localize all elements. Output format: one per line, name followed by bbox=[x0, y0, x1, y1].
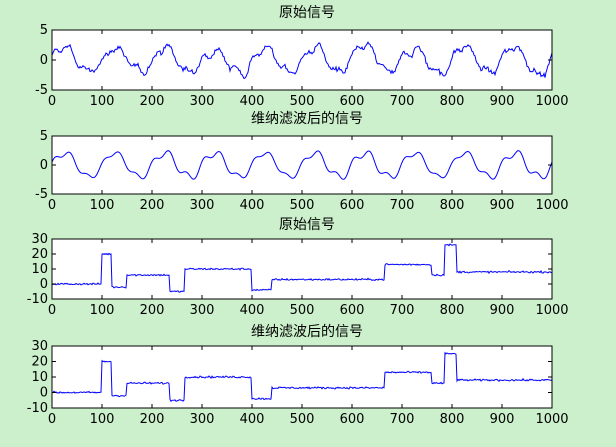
x-tick-label: 700 bbox=[390, 412, 415, 427]
x-tick-label: 800 bbox=[440, 412, 465, 427]
y-tick-label: -5 bbox=[35, 83, 48, 98]
y-tick-label: 20 bbox=[31, 355, 48, 370]
x-tick-label: 1000 bbox=[535, 94, 568, 109]
x-tick-label: 0 bbox=[48, 198, 56, 213]
y-tick-label: 0 bbox=[40, 158, 48, 173]
series-line bbox=[51, 150, 553, 180]
x-tick-label: 900 bbox=[490, 94, 515, 109]
plot-area bbox=[51, 345, 553, 409]
x-tick-label: 800 bbox=[440, 94, 465, 109]
x-tick-label: 600 bbox=[340, 94, 365, 109]
x-tick-label: 200 bbox=[140, 412, 165, 427]
x-tick-label: 800 bbox=[440, 303, 465, 318]
series-line bbox=[51, 351, 553, 403]
chart-panel-3: 原始信号 0 100 200 300 400 500 600 700 800 900 1000-10… bbox=[27, 217, 569, 318]
plot-area bbox=[51, 135, 553, 195]
x-tick-label: 200 bbox=[140, 94, 165, 109]
chart-title: 原始信号 bbox=[279, 5, 335, 21]
chart-title: 原始信号 bbox=[279, 217, 335, 233]
x-tick-label: 200 bbox=[140, 198, 165, 213]
y-tick-label: 30 bbox=[31, 232, 48, 247]
y-tick-label: 0 bbox=[40, 277, 48, 292]
x-tick-label: 400 bbox=[240, 94, 265, 109]
x-tick-label: 0 bbox=[48, 412, 56, 427]
x-tick-label: 100 bbox=[90, 303, 115, 318]
x-tick-label: 500 bbox=[290, 198, 315, 213]
y-tick-label: 0 bbox=[40, 53, 48, 68]
series-line bbox=[52, 243, 553, 293]
x-tick-label: 500 bbox=[290, 303, 315, 318]
x-tick-label: 1000 bbox=[535, 198, 568, 213]
x-tick-label: 900 bbox=[490, 198, 515, 213]
x-tick-label: 100 bbox=[90, 412, 115, 427]
plot-frame bbox=[51, 135, 553, 195]
x-tick-label: 300 bbox=[190, 303, 215, 318]
x-tick-label: 100 bbox=[90, 94, 115, 109]
series-line bbox=[51, 41, 553, 80]
x-tick-label: 400 bbox=[240, 303, 265, 318]
y-tick-label: 30 bbox=[31, 339, 48, 354]
x-tick-label: 900 bbox=[490, 412, 515, 427]
x-tick-label: 1000 bbox=[535, 412, 568, 427]
plot-frame bbox=[51, 29, 553, 91]
plot-area bbox=[51, 29, 553, 91]
x-tick-label: 600 bbox=[340, 198, 365, 213]
chart-panel-4: 维纳滤波后的信号 0 100 200 300 400 500 600 700 800 900 100… bbox=[27, 324, 569, 427]
x-tick-label: 900 bbox=[490, 303, 515, 318]
y-tick-label: 10 bbox=[31, 262, 48, 277]
x-tick-label: 200 bbox=[140, 303, 165, 318]
plot-frame bbox=[51, 345, 553, 409]
x-tick-label: 500 bbox=[290, 412, 315, 427]
x-tick-label: 500 bbox=[290, 94, 315, 109]
x-tick-label: 700 bbox=[390, 198, 415, 213]
chart-panel-2: 维纳滤波后的信号 0 100 200 300 400 500 600 700 800 900 100… bbox=[35, 111, 569, 213]
x-tick-label: 300 bbox=[190, 94, 215, 109]
x-tick-label: 600 bbox=[340, 412, 365, 427]
x-tick-label: 0 bbox=[48, 303, 56, 318]
chart-title: 维纳滤波后的信号 bbox=[251, 324, 363, 340]
x-tick-label: 700 bbox=[390, 94, 415, 109]
y-tick-label: -10 bbox=[27, 401, 48, 416]
chart-title: 维纳滤波后的信号 bbox=[251, 111, 363, 127]
x-tick-label: 300 bbox=[190, 412, 215, 427]
y-tick-label: 5 bbox=[40, 129, 48, 144]
y-tick-label: 5 bbox=[40, 23, 48, 38]
x-tick-label: 600 bbox=[340, 303, 365, 318]
x-tick-label: 400 bbox=[240, 198, 265, 213]
y-tick-label: -10 bbox=[27, 292, 48, 307]
x-tick-label: 100 bbox=[90, 198, 115, 213]
y-tick-label: 10 bbox=[31, 370, 48, 385]
x-tick-label: 400 bbox=[240, 412, 265, 427]
plot-frame bbox=[51, 238, 553, 300]
y-tick-label: -5 bbox=[35, 187, 48, 202]
x-tick-label: 700 bbox=[390, 303, 415, 318]
y-tick-label: 20 bbox=[31, 247, 48, 262]
x-tick-label: 300 bbox=[190, 198, 215, 213]
x-tick-label: 0 bbox=[48, 94, 56, 109]
x-tick-label: 1000 bbox=[535, 303, 568, 318]
plot-area bbox=[51, 238, 553, 300]
y-tick-label: 0 bbox=[40, 386, 48, 401]
x-tick-label: 800 bbox=[440, 198, 465, 213]
chart-panel-1: 原始信号 0 100 200 300 400 500 600 700 800 900 1000-50… bbox=[35, 5, 569, 109]
